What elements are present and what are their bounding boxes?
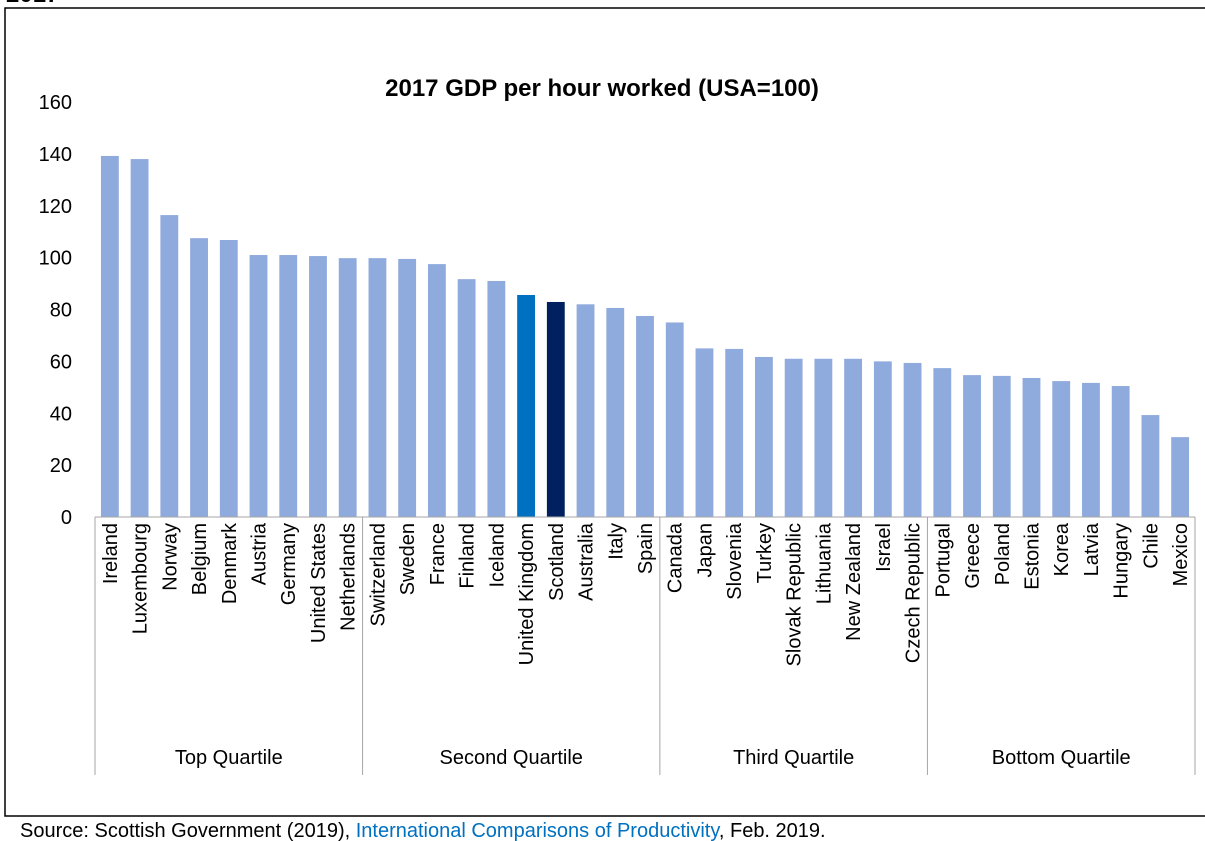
source-prefix: Source: Scottish Government (2019),	[20, 820, 356, 841]
x-tick-label: Slovak Republic	[784, 523, 806, 666]
bar	[665, 322, 684, 517]
y-tick-label: 0	[61, 507, 72, 529]
bar	[755, 356, 773, 517]
bar	[963, 375, 981, 517]
x-tick-label: Netherlands	[338, 523, 360, 631]
bar	[338, 258, 357, 517]
x-tick-label: Austria	[249, 522, 271, 585]
bar	[725, 348, 744, 517]
bar	[487, 280, 506, 517]
heading: 2017	[6, 0, 59, 8]
group-label: Top Quartile	[175, 747, 283, 769]
bar	[903, 362, 922, 517]
x-tick-label: New Zealand	[843, 523, 865, 641]
group-label: Second Quartile	[440, 747, 583, 769]
x-tick-label: Ireland	[100, 523, 122, 584]
y-tick-label: 140	[39, 144, 72, 166]
x-tick-label: Scotland	[546, 523, 568, 601]
bar	[784, 358, 803, 517]
x-tick-label: Finland	[457, 523, 479, 589]
bar	[368, 258, 387, 517]
bar	[398, 258, 417, 517]
bar	[1141, 415, 1160, 517]
x-tick-label: Japan	[694, 523, 716, 578]
y-tick-label: 80	[50, 300, 72, 322]
y-tick-label: 20	[50, 455, 72, 477]
x-tick-label: Italy	[605, 523, 627, 560]
x-tick-label: Lithuania	[813, 522, 835, 604]
bar	[130, 159, 149, 517]
bar	[844, 358, 863, 517]
x-tick-label: Switzerland	[367, 523, 389, 626]
x-tick-label: Sweden	[397, 523, 419, 595]
y-tick-label: 60	[50, 351, 72, 373]
x-tick-label: Norway	[159, 523, 181, 591]
bar	[457, 279, 476, 517]
x-tick-label: United Kingdom	[516, 523, 538, 665]
x-tick-label: Portugal	[932, 523, 954, 598]
frame	[4, 7, 1205, 817]
bar	[517, 294, 535, 517]
x-tick-label: Estonia	[1021, 522, 1043, 590]
bar	[100, 155, 119, 517]
source: Source: Scottish Government (2019), Inte…	[20, 820, 826, 841]
y-tick-label: 160	[39, 92, 72, 114]
bar	[1052, 381, 1071, 517]
bar	[1111, 386, 1130, 517]
x-tick-label: Belgium	[189, 523, 211, 595]
bar	[636, 315, 654, 517]
bar	[1082, 382, 1100, 517]
bar	[279, 255, 298, 517]
x-tick-label: Luxembourg	[130, 523, 152, 634]
source-suffix: , Feb. 2019.	[719, 820, 826, 841]
group-label: Third Quartile	[733, 747, 854, 769]
y-tick-label: 40	[50, 403, 72, 425]
x-tick-label: France	[427, 523, 449, 585]
x-tick-label: Poland	[992, 523, 1014, 585]
x-tick-label: Germany	[278, 523, 300, 605]
x-tick-label: Denmark	[219, 522, 241, 604]
source-link[interactable]: International Comparisons of Productivit…	[356, 820, 721, 841]
bar	[873, 361, 892, 517]
x-tick-label: Hungary	[1111, 523, 1133, 599]
bar	[606, 307, 625, 517]
y-tick-label: 100	[39, 248, 72, 270]
bar	[576, 304, 595, 517]
bar	[190, 238, 208, 517]
bar	[1022, 377, 1041, 517]
bar	[992, 375, 1011, 517]
x-tick-label: Canada	[665, 522, 687, 593]
x-tick-label: Iceland	[486, 523, 508, 588]
x-tick-label: Mexico	[1170, 523, 1192, 586]
bar	[933, 368, 952, 517]
x-tick-label: Chile	[1140, 523, 1162, 569]
bar	[695, 348, 714, 517]
x-tick-label: Australia	[576, 522, 598, 601]
bar	[1171, 437, 1190, 517]
x-tick-label: Israel	[873, 523, 895, 572]
bar	[546, 301, 565, 517]
y-tick-label: 120	[39, 196, 72, 218]
bar	[814, 358, 833, 517]
x-tick-label: Slovenia	[724, 522, 746, 600]
x-tick-label: Spain	[635, 523, 657, 574]
chart-title: 2017 GDP per hour worked (USA=100)	[385, 75, 819, 102]
x-tick-label: Czech Republic	[903, 523, 925, 663]
group-label: Bottom Quartile	[992, 747, 1131, 769]
x-tick-label: Latvia	[1081, 522, 1103, 576]
bar	[219, 239, 238, 518]
bar	[427, 264, 446, 517]
x-tick-label: Greece	[962, 523, 984, 589]
x-tick-label: United States	[308, 523, 330, 643]
x-tick-label: Korea	[1051, 522, 1073, 576]
bar	[160, 215, 179, 517]
bar	[249, 255, 268, 517]
x-tick-label: Turkey	[754, 523, 776, 583]
bar	[309, 256, 327, 517]
